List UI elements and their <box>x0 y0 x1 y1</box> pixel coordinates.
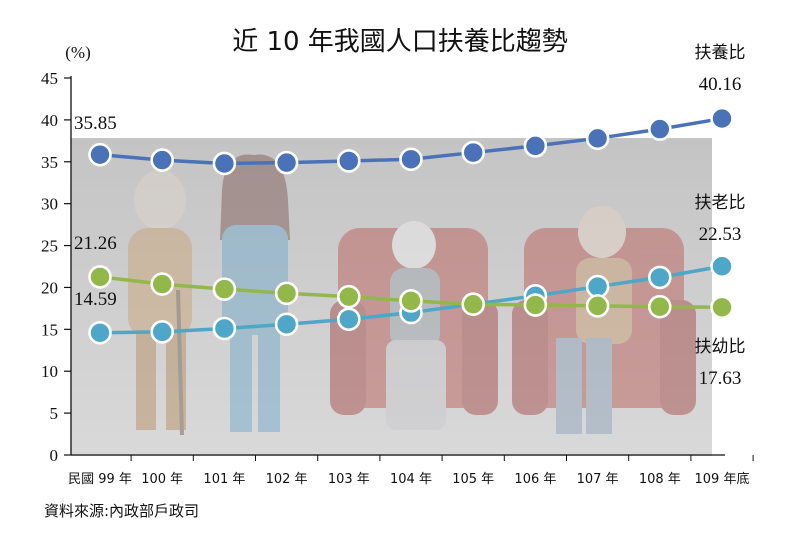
x-tick-label: 104 年 <box>390 472 432 487</box>
data-point <box>274 150 299 175</box>
x-tick-label: 105 年 <box>452 472 494 487</box>
y-tick-label: 5 <box>50 404 59 423</box>
source-note: 資料來源:內政部戶政司 <box>44 502 200 520</box>
data-point <box>336 307 361 332</box>
data-point <box>274 281 299 306</box>
data-point <box>399 289 423 313</box>
data-point <box>336 284 361 309</box>
data-point <box>710 254 734 279</box>
data-point <box>88 320 112 345</box>
y-tick-label: 10 <box>41 362 58 381</box>
data-point <box>647 117 672 141</box>
data-point <box>585 274 610 299</box>
data-point <box>647 294 672 319</box>
end-value-label: 17.63 <box>699 368 742 389</box>
x-tick-label: 民國 99 年 <box>68 472 132 487</box>
data-point <box>212 316 237 341</box>
data-point <box>710 106 734 131</box>
series-name-label: 扶幼比 <box>695 337 746 357</box>
data-point <box>585 126 610 151</box>
x-tick-label: 109 年底 <box>695 471 750 487</box>
x-tick-label: 100 年 <box>141 472 183 487</box>
data-point <box>150 148 174 172</box>
data-point <box>461 140 486 165</box>
data-point <box>585 294 610 318</box>
data-point <box>150 320 174 344</box>
y-axis-ticks: 0 5 10 15 20 25 30 35 40 45 <box>41 69 71 465</box>
end-value-label: 22.53 <box>699 224 742 245</box>
data-point <box>212 277 237 301</box>
data-point <box>461 292 486 317</box>
y-tick-label: 35 <box>41 153 58 172</box>
data-point <box>336 149 361 173</box>
x-tick-label: 107 年 <box>577 472 619 487</box>
x-tick-label: 103 年 <box>328 472 370 487</box>
start-value-label: 21.26 <box>74 233 117 254</box>
y-unit-label: (%) <box>65 43 90 62</box>
x-tick-label: 106 年 <box>514 472 556 487</box>
series-name-label: 扶老比 <box>695 193 746 213</box>
end-value-label: 40.16 <box>699 74 742 95</box>
start-value-label: 35.85 <box>74 113 117 134</box>
data-point <box>399 147 423 172</box>
data-point <box>523 293 548 317</box>
data-point <box>88 142 112 167</box>
series-layer <box>88 106 734 345</box>
y-tick-label: 25 <box>41 237 58 256</box>
series-name-label: 扶養比 <box>695 43 746 63</box>
y-tick-label: 15 <box>41 320 58 339</box>
data-point <box>212 151 237 176</box>
data-point <box>274 312 299 337</box>
data-point <box>88 265 112 289</box>
x-tick-label: 108 年 <box>639 472 681 487</box>
data-point <box>150 272 174 296</box>
y-tick-label: 40 <box>41 111 58 130</box>
y-tick-label: 20 <box>41 278 58 297</box>
x-axis-ticks: 民國 99 年 100 年 101 年 102 年 103 年 104 年 105 年 106… <box>68 455 754 487</box>
start-value-label: 14.59 <box>74 289 117 310</box>
y-tick-label: 45 <box>41 69 58 88</box>
y-tick-label: 30 <box>41 195 58 214</box>
chart-title: 近 10 年我國人口扶養比趨勢 <box>232 27 568 57</box>
data-point <box>523 134 548 158</box>
data-point <box>647 265 672 290</box>
data-point <box>710 295 734 320</box>
x-tick-label: 101 年 <box>203 472 245 487</box>
y-tick-label: 0 <box>50 446 59 465</box>
label-layer: 35.85 扶養比 40.16 14.59 扶老比 22.53 21.26 扶幼比 17.63 <box>74 43 746 389</box>
x-tick-label: 102 年 <box>266 472 308 487</box>
background-illustration <box>71 138 712 456</box>
